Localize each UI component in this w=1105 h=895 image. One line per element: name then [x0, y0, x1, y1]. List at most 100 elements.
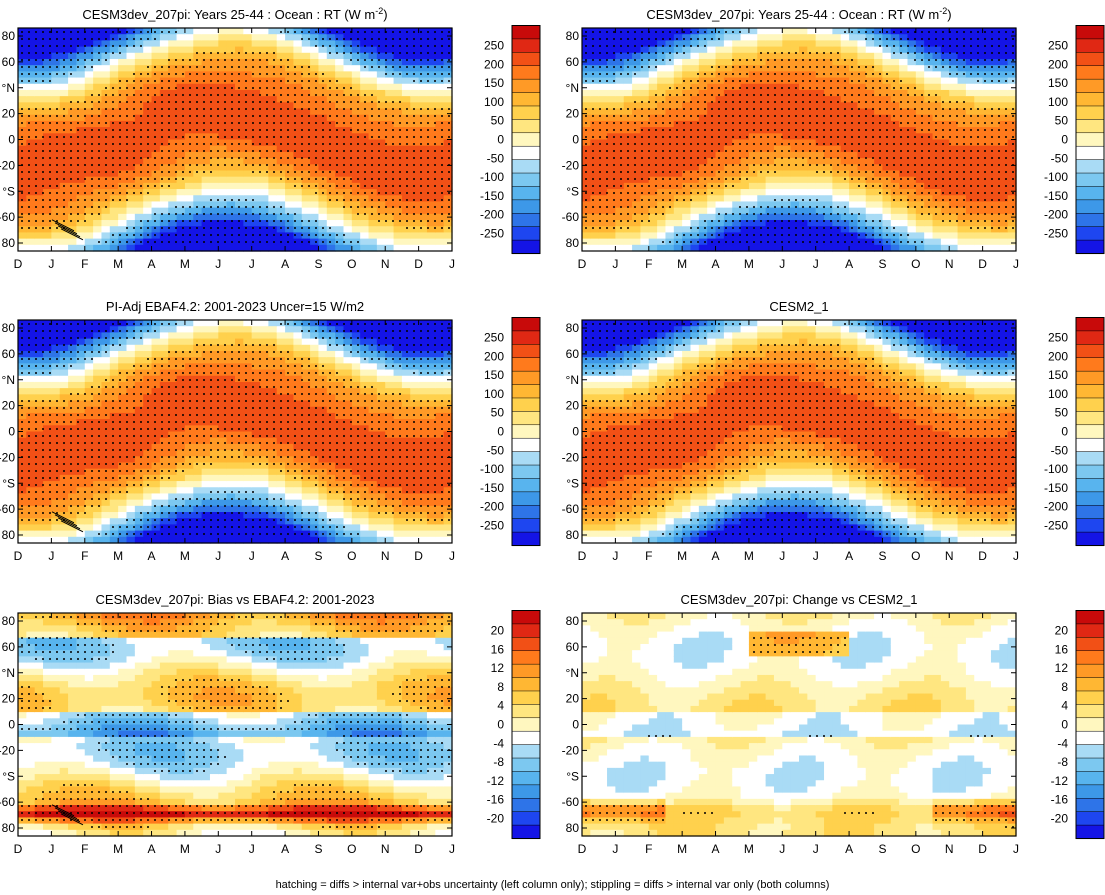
heatmap-cell [590, 133, 599, 140]
heatmap-cell [657, 177, 666, 184]
stipple-dot [273, 52, 275, 54]
heatmap-cell [335, 59, 344, 66]
stipple-dot [378, 45, 380, 47]
heatmap-cell [874, 158, 883, 165]
stipple-dot [287, 150, 289, 152]
stipple-dot [427, 213, 429, 215]
heatmap-cell [874, 96, 883, 103]
stipple-dot [49, 157, 51, 159]
heatmap-cell [908, 177, 917, 184]
stipple-dot [42, 38, 44, 40]
heatmap-cell [782, 208, 791, 215]
heatmap-cell [152, 47, 161, 54]
stipple-dot [420, 192, 422, 194]
heatmap-cell [824, 195, 833, 202]
stipple-dot [126, 45, 128, 47]
stipple-dot [392, 206, 394, 208]
heatmap-cell [590, 65, 599, 72]
stipple-dot [84, 122, 86, 124]
heatmap-cell [657, 170, 666, 177]
stipple-dot [210, 220, 212, 222]
stipple-dot [147, 164, 149, 166]
heatmap-cell [849, 127, 858, 134]
heatmap-cell [369, 140, 378, 147]
heatmap-cell [302, 214, 311, 221]
heatmap-cell [318, 220, 327, 227]
heatmap-cell [435, 189, 444, 196]
stipple-dot [287, 87, 289, 89]
heatmap-cell [135, 28, 144, 35]
stipple-dot [343, 87, 345, 89]
stipple-dot [287, 171, 289, 173]
stipple-dot [77, 157, 79, 159]
heatmap-cell [260, 65, 269, 72]
heatmap-cell [874, 232, 883, 239]
heatmap-cell [582, 102, 591, 109]
stipple-dot [196, 87, 198, 89]
stipple-dot [224, 143, 226, 145]
heatmap-cell [193, 183, 202, 190]
stipple-dot [56, 199, 58, 201]
stipple-dot [336, 178, 338, 180]
stipple-dot [308, 108, 310, 110]
heatmap-cell [444, 34, 453, 41]
stipple-dot [126, 150, 128, 152]
heatmap-cell [699, 140, 708, 147]
stipple-dot [301, 185, 303, 187]
heatmap-cell [590, 226, 599, 233]
stipple-dot [427, 136, 429, 138]
heatmap-cell [766, 226, 775, 233]
heatmap-cell [43, 214, 52, 221]
heatmap-cell [582, 232, 591, 239]
stipple-dot [140, 136, 142, 138]
heatmap-cell [766, 90, 775, 97]
heatmap-cell [599, 84, 608, 91]
stipple-dot [203, 143, 205, 145]
heatmap-cell [160, 189, 169, 196]
stipple-dot [343, 178, 345, 180]
heatmap-cell [649, 121, 658, 128]
stipple-dot [280, 122, 282, 124]
stipple-dot [168, 143, 170, 145]
heatmap-cell [377, 53, 386, 60]
stipple-dot [273, 150, 275, 152]
heatmap-cell [51, 170, 60, 177]
heatmap-cell [807, 158, 816, 165]
heatmap-cell [435, 170, 444, 177]
stipple-dot [35, 220, 37, 222]
heatmap-cell [824, 121, 833, 128]
heatmap-cell [891, 84, 900, 91]
stipple-dot [315, 31, 317, 33]
heatmap-cell [268, 214, 277, 221]
stipple-dot [315, 241, 317, 243]
stipple-dot [112, 45, 114, 47]
stipple-dot [273, 122, 275, 124]
heatmap-cell [110, 170, 119, 177]
heatmap-cell [185, 40, 194, 47]
stipple-dot [343, 234, 345, 236]
heatmap-cell [807, 146, 816, 153]
stipple-dot [84, 192, 86, 194]
heatmap-cell [352, 47, 361, 54]
heatmap-cell [177, 201, 186, 208]
stipple-dot [406, 178, 408, 180]
stipple-dot [21, 80, 23, 82]
heatmap-cell [741, 34, 750, 41]
heatmap-cell [419, 189, 428, 196]
heatmap-cell [369, 239, 378, 246]
stipple-dot [189, 122, 191, 124]
heatmap-cell [882, 59, 891, 66]
heatmap-cell [707, 195, 716, 202]
heatmap-cell [716, 239, 725, 246]
heatmap-cell [916, 28, 925, 35]
heatmap-cell [444, 140, 453, 147]
stipple-dot [49, 143, 51, 145]
heatmap-cell [891, 34, 900, 41]
stipple-dot [105, 241, 107, 243]
stipple-dot [378, 59, 380, 61]
heatmap-cell [615, 201, 624, 208]
heatmap-cell [791, 53, 800, 60]
stipple-dot [392, 213, 394, 215]
stipple-dot [406, 150, 408, 152]
heatmap-cell [741, 214, 750, 221]
